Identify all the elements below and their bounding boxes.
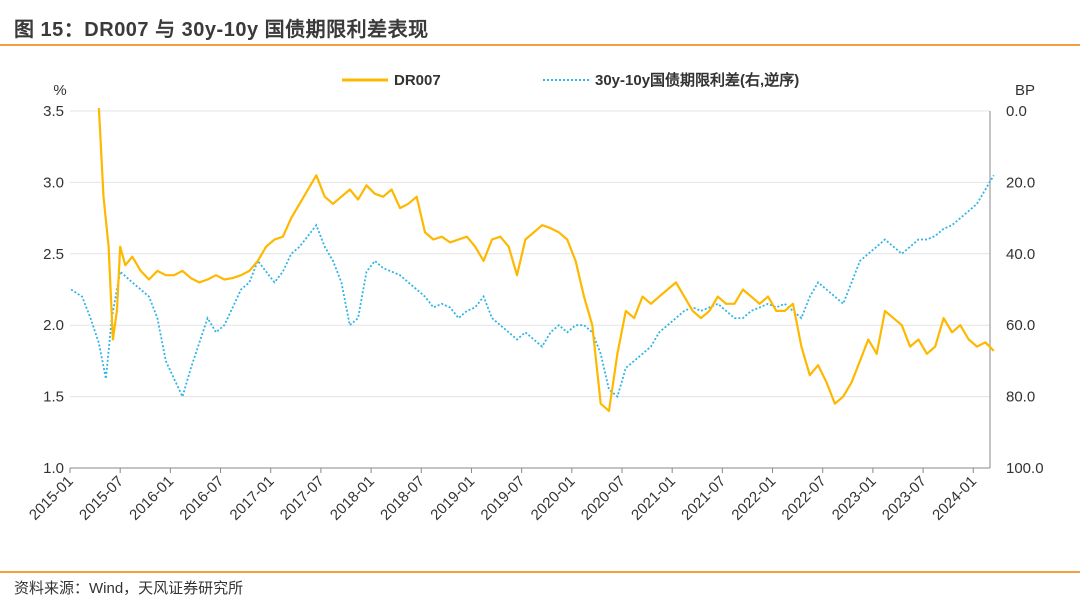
y-left-tick-label: 3.5 — [43, 103, 64, 120]
x-tick-label: 2023-01 — [829, 473, 880, 524]
x-tick-label: 2023-07 — [879, 473, 930, 524]
y-left-tick-label: 1.5 — [43, 389, 64, 406]
x-tick-label: 2020-01 — [528, 473, 579, 524]
legend-label-dr007: DR007 — [394, 72, 441, 89]
y-left-tick-label: 1.0 — [43, 460, 64, 477]
source-note: 资料来源：Wind，天风证券研究所 — [14, 580, 244, 597]
y-left-tick-label: 2.0 — [43, 317, 64, 334]
x-tick-label: 2019-01 — [427, 473, 478, 524]
x-tick-label: 2020-07 — [578, 473, 629, 524]
y-right-tick-label: 20.0 — [1006, 174, 1035, 191]
title-bar: 图 15：DR007 与 30y-10y 国债期限利差表现 — [0, 0, 1080, 44]
x-tick-label: 2019-07 — [478, 473, 529, 524]
x-tick-label: 2018-07 — [377, 473, 428, 524]
x-tick-label: 2015-01 — [26, 473, 77, 524]
y-right-tick-label: 0.0 — [1006, 103, 1027, 120]
y-left-tick-label: 2.5 — [43, 246, 64, 263]
x-tick-label: 2017-01 — [227, 473, 278, 524]
x-tick-label: 2022-07 — [779, 473, 830, 524]
legend-label-spread: 30y-10y国债期限利差(右,逆序) — [595, 71, 799, 89]
chart-title: 图 15：DR007 与 30y-10y 国债期限利差表现 — [14, 19, 429, 41]
y-right-tick-label: 60.0 — [1006, 317, 1035, 334]
x-tick-label: 2024-01 — [929, 473, 980, 524]
x-tick-label: 2021-01 — [628, 473, 679, 524]
x-tick-label: 2016-07 — [176, 473, 227, 524]
y-right-tick-label: 100.0 — [1006, 460, 1044, 477]
y-right-tick-label: 40.0 — [1006, 246, 1035, 263]
x-tick-label: 2018-01 — [327, 473, 378, 524]
y-right-unit: BP — [1015, 82, 1035, 99]
y-left-unit: % — [53, 82, 66, 99]
x-tick-label: 2017-07 — [277, 473, 328, 524]
bottom-rule — [0, 571, 1080, 573]
series-line-dr007 — [97, 108, 995, 412]
x-tick-label: 2022-01 — [728, 473, 779, 524]
series-line-spread — [70, 174, 995, 400]
top-rule — [0, 44, 1080, 46]
x-tick-label: 2021-07 — [678, 473, 729, 524]
y-right-tick-label: 80.0 — [1006, 389, 1035, 406]
x-tick-label: 2016-01 — [126, 473, 177, 524]
x-tick-label: 2015-07 — [76, 473, 127, 524]
y-left-tick-label: 3.0 — [43, 174, 64, 191]
